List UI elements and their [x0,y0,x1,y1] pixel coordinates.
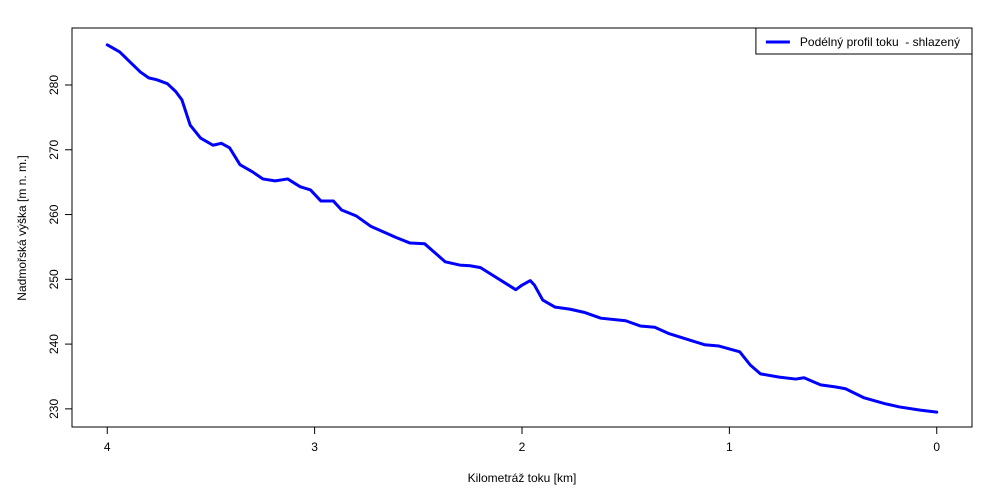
y-tick-label: 270 [47,139,61,159]
legend: Podélný profil toku - shlazený [755,27,973,55]
plot-frame [71,27,973,428]
x-tick-label: 4 [104,440,111,454]
y-tick-label: 250 [47,269,61,289]
y-tick-label: 230 [47,399,61,419]
y-tick-label: 240 [47,334,61,354]
x-axis-label: Kilometráž toku [km] [468,471,577,485]
data-line [105,43,939,414]
legend-box [755,27,973,55]
x-tick-label: 0 [933,440,940,454]
x-tick-label: 3 [311,440,318,454]
y-tick-label: 280 [47,75,61,95]
y-tick-label: 260 [47,204,61,224]
legend-label: Podélný profil toku - shlazený [800,35,960,49]
x-tick-label: 1 [726,440,733,454]
x-tick-label: 2 [519,440,526,454]
y-axis-label: Nadmořská výška [m n. m.] [15,155,29,300]
